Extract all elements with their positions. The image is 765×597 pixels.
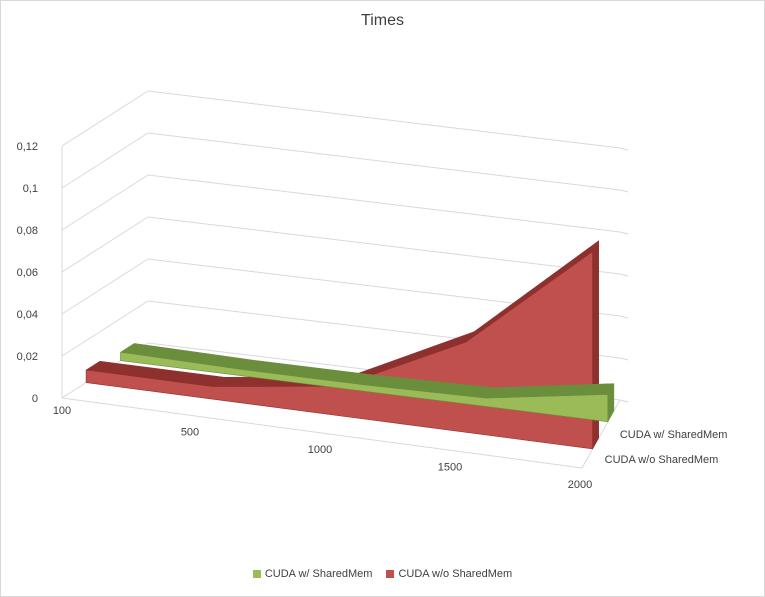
x-tick-label: 1500 <box>438 462 462 474</box>
y-tick-label: 0,04 <box>17 309 38 321</box>
y-tick-label: 0,08 <box>17 225 38 237</box>
gridline-stub <box>600 232 620 276</box>
y-tick-label: 0,02 <box>17 351 38 363</box>
gridline <box>61 90 621 149</box>
side-tick <box>619 147 629 151</box>
side-tick <box>619 231 629 235</box>
floor-edge-front <box>61 397 583 469</box>
gridline <box>61 132 621 191</box>
x-tick-label: 500 <box>181 427 199 439</box>
y-tick-label: 0,1 <box>23 183 38 195</box>
legend-label-noshared: CUDA w/o SharedMem <box>398 568 513 580</box>
chart-legend: CUDA w/ SharedMem CUDA w/o SharedMem <box>0 568 765 580</box>
y-tick-label: 0 <box>32 393 38 405</box>
legend-label-shared: CUDA w/ SharedMem <box>264 568 373 580</box>
side-tick <box>619 357 629 361</box>
x-tick-label: 2000 <box>568 479 592 491</box>
gridline <box>61 216 621 275</box>
gridline-stub <box>600 190 620 234</box>
gridline-stub <box>600 148 620 192</box>
series-depth-label: CUDA w/o SharedMem <box>605 454 719 466</box>
gridline-stub <box>600 274 620 318</box>
x-tick-label: 100 <box>53 405 71 417</box>
gridline <box>61 174 621 233</box>
legend-entry-noshared: CUDA w/o SharedMem <box>386 568 512 580</box>
y-tick-label: 0,12 <box>17 141 38 153</box>
side-tick <box>619 315 629 319</box>
chart-title: Times <box>361 12 404 29</box>
gridline-stub <box>600 316 620 360</box>
gridline <box>61 258 621 317</box>
x-tick-label: 1000 <box>308 444 332 456</box>
series-depth-label: CUDA w/ SharedMem <box>620 429 728 441</box>
area-cap-0 <box>607 382 615 423</box>
side-tick <box>619 399 629 403</box>
side-tick <box>619 273 629 277</box>
legend-swatch-noshared <box>386 570 395 578</box>
legend-swatch-shared <box>252 570 261 578</box>
legend-entry-shared: CUDA w/ SharedMem <box>252 568 373 580</box>
y-tick-label: 0,06 <box>17 267 38 279</box>
side-tick <box>619 189 629 193</box>
